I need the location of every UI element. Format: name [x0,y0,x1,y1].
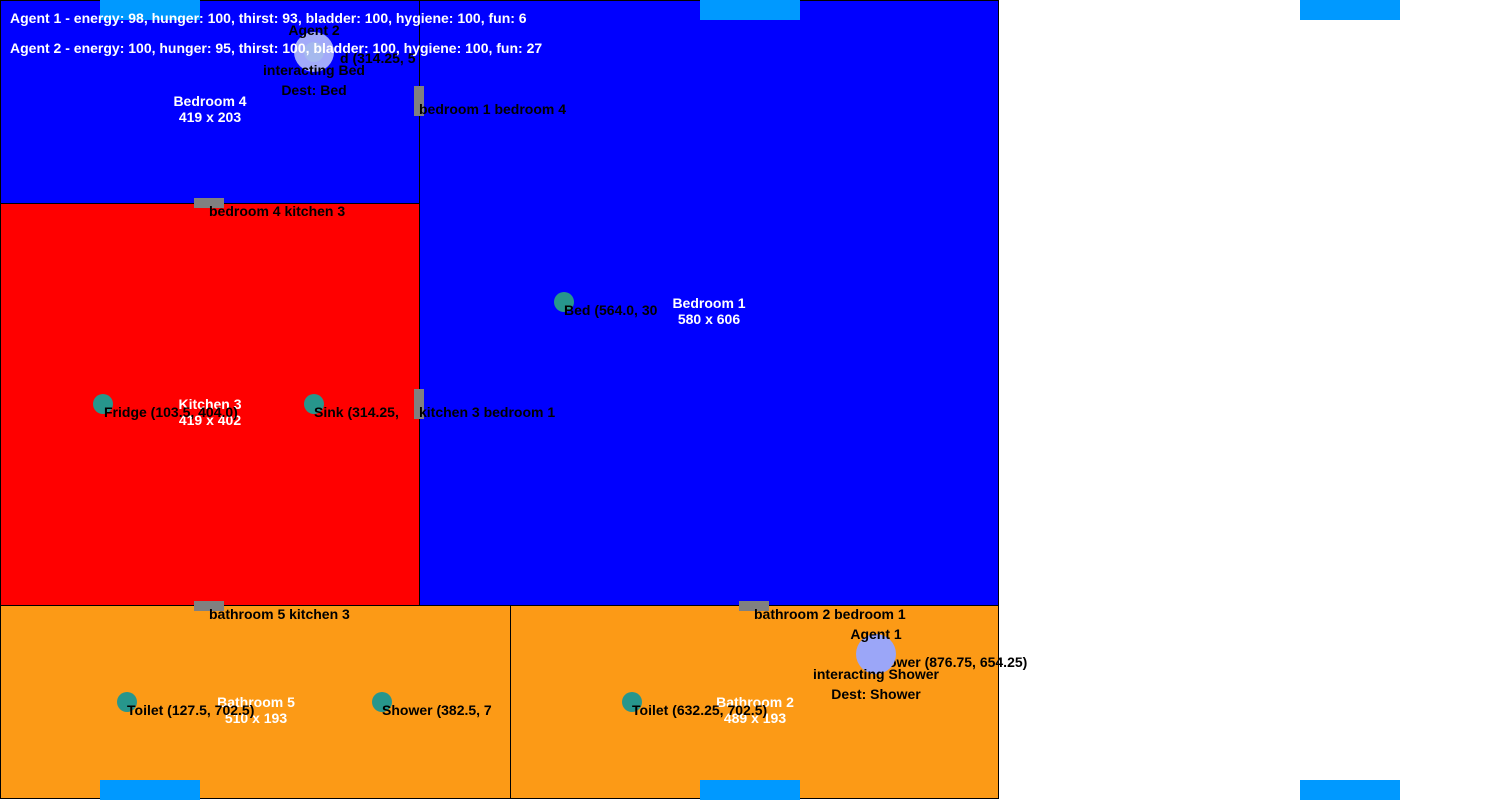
room-bathroom-2: Bathroom 2 489 x 193 [510,605,999,799]
door-label: bedroom 1 bedroom 4 [419,101,567,117]
shower-object[interactable] [372,692,392,712]
door-label: bathroom 5 kitchen 3 [209,606,350,622]
object-label: Shower (382.5, 7 [382,702,492,718]
toilet-object[interactable] [622,692,642,712]
agent-1-avatar[interactable] [856,634,896,674]
sink-object[interactable] [304,394,324,414]
door-bedroom-4-kitchen-3[interactable] [194,198,224,208]
agent-action: interacting Bed [263,62,365,78]
agent-destination: Dest: Shower [831,686,921,702]
room-bedroom-1: Bedroom 1 580 x 606 [419,0,999,607]
room-name: Bathroom 2 [716,694,794,710]
room-size: 580 x 606 [677,311,741,327]
object-label: Sink (314.25, [314,404,399,420]
agent-2-stats: Agent 2 - energy: 100, hunger: 95, thirs… [10,40,543,56]
object-label: Bed (564.0, 30 [564,302,658,318]
agent-name: Agent 2 [288,22,340,38]
door-bathroom-2-bedroom-1[interactable] [739,601,769,611]
room-name: Bedroom 1 [672,295,746,311]
room-bedroom-4: Bedroom 4 419 x 203 [0,0,420,204]
room-kitchen-3: Kitchen 3 419 x 402 [0,203,420,606]
bed-object[interactable] [554,292,574,312]
spawn-marker [100,780,200,800]
spawn-marker [100,0,200,20]
agent-2-avatar[interactable] [294,32,334,72]
room-size: 510 x 193 [224,710,288,726]
door-label: bedroom 4 kitchen 3 [209,203,346,219]
object-label: Toilet (632.25, 702.5) [632,702,768,718]
agent-destination: Dest: Bed [281,82,347,98]
door-kitchen-3-bedroom-1[interactable] [414,389,424,419]
room-size: 419 x 203 [178,109,242,125]
spawn-marker [700,0,800,20]
room-name: Bathroom 5 [217,694,295,710]
toilet-object[interactable] [117,692,137,712]
object-label: Toilet (127.5, 702.5) [127,702,255,718]
door-label: kitchen 3 bedroom 1 [419,404,556,420]
object-label: Fridge (103.5, 404.0) [104,404,238,420]
door-label: bathroom 2 bedroom 1 [754,606,906,622]
door-bedroom-1-bedroom-4[interactable] [414,86,424,116]
room-size: 489 x 193 [723,710,787,726]
fridge-object[interactable] [93,394,113,414]
door-bathroom-5-kitchen-3[interactable] [194,601,224,611]
object-label: ower (876.75, 654.25) [888,654,1028,670]
room-size: 419 x 402 [178,412,242,428]
room-name: Kitchen 3 [178,396,242,412]
agent-1-stats: Agent 1 - energy: 98, hunger: 100, thirs… [10,10,527,26]
spawn-marker [700,780,800,800]
spawn-marker [1300,780,1400,800]
room-name: Bedroom 4 [173,93,247,109]
agent-action: interacting Shower [812,666,940,682]
agent-name: Agent 1 [850,626,902,642]
object-label: d (314.25, 5 [340,50,416,66]
spawn-marker [1300,0,1400,20]
